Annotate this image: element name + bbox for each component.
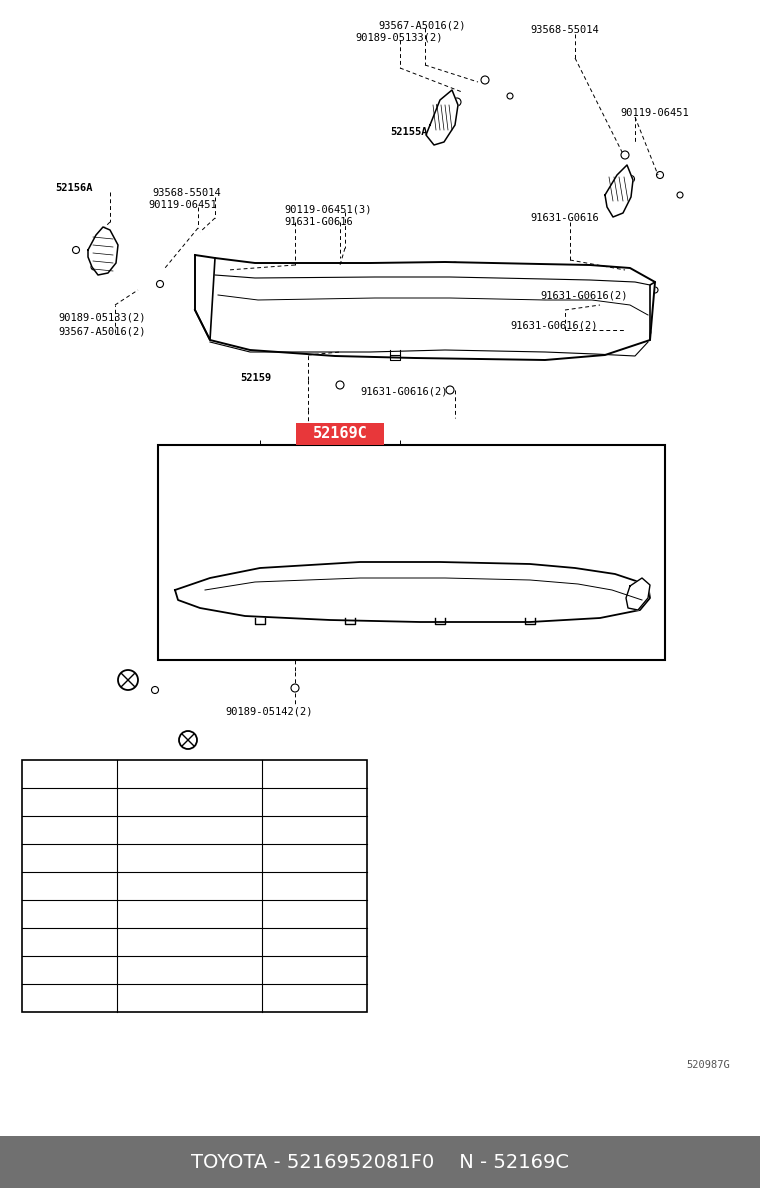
Text: 91631-G0616(2): 91631-G0616(2) [510,320,597,330]
Text: 52155A: 52155A [390,127,427,137]
Text: 90189-05133(2): 90189-05133(2) [355,33,442,43]
Text: 90189-05133(2): 90189-05133(2) [58,312,145,323]
Text: SILVER: SILVER [294,909,334,920]
Text: SILVER: SILVER [294,881,334,891]
Text: 52156A: 52156A [55,183,93,192]
Text: 91631-G0616(2): 91631-G0616(2) [360,387,448,397]
Polygon shape [195,255,655,360]
Text: R29: R29 [59,993,80,1003]
Bar [296,423,384,446]
Text: 91631-G0616(2): 91631-G0616(2) [540,290,628,301]
Text: 586: 586 [59,881,80,891]
Text: 52159: 52159 [240,373,271,383]
Text: 90159-60615: 90159-60615 [152,824,226,835]
Text: 8P4: 8P4 [59,937,80,947]
Text: 90159-60615: 90159-60615 [152,881,226,891]
Text: 90179-06127: 90179-06127 [230,484,299,493]
Text: 90119-06451: 90119-06451 [620,108,689,118]
Text: 93568-55014: 93568-55014 [152,188,220,198]
Text: 058: 058 [59,797,80,807]
Text: 90119-06451: 90119-06451 [148,200,217,210]
Text: 90159-60616: 90159-60616 [152,937,226,947]
Text: BLACK: BLACK [298,937,331,947]
Bar [0,1136,760,1188]
Text: 1E7: 1E7 [59,853,80,862]
Text: 93567-A5016(2): 93567-A5016(2) [58,327,145,337]
Polygon shape [605,165,633,217]
Text: 90179-06127(3): 90179-06127(3) [390,455,477,465]
Polygon shape [426,90,458,145]
Polygon shape [626,579,650,609]
Text: 520987G: 520987G [686,1060,730,1070]
Bar [158,446,665,661]
Text: 90159-60615: 90159-60615 [152,909,226,920]
Text: 90159-60615: 90159-60615 [152,853,226,862]
Text: 93568-55014: 93568-55014 [530,25,599,34]
Text: 209: 209 [59,965,80,975]
Text: 91631-G0616: 91631-G0616 [284,217,353,227]
Text: ボルト品番: ボルト品番 [172,767,207,781]
Text: SILVER: SILVER [294,797,334,807]
Polygon shape [175,562,650,623]
Text: SILVER: SILVER [294,853,334,862]
Text: 90159-60616: 90159-60616 [152,993,226,1003]
Text: 6T4: 6T4 [59,909,80,920]
Text: 52169C: 52169C [312,426,367,442]
Text: 93567-A5016(2): 93567-A5016(2) [378,20,465,30]
Text: BLACK: BLACK [298,993,331,1003]
Text: 90179-06127: 90179-06127 [540,446,609,455]
Text: ボデーカラー: ボデーカラー [49,767,90,781]
Text: 90119-06451(3): 90119-06451(3) [284,204,372,214]
Text: 199: 199 [59,824,80,835]
Text: 91631-G0616: 91631-G0616 [530,213,599,223]
Text: 90159-60616: 90159-60616 [152,965,226,975]
Text: 90189-05142(2): 90189-05142(2) [225,707,312,718]
Text: ボルト色: ボルト色 [300,767,328,781]
Bar [22,760,367,1012]
Polygon shape [88,227,118,274]
Text: BLACK: BLACK [298,965,331,975]
Text: 90159-60615: 90159-60615 [152,797,226,807]
Text: TOYOTA - 5216952081F0    N - 52169C: TOYOTA - 5216952081F0 N - 52169C [191,1152,569,1171]
Text: SILVER: SILVER [294,824,334,835]
